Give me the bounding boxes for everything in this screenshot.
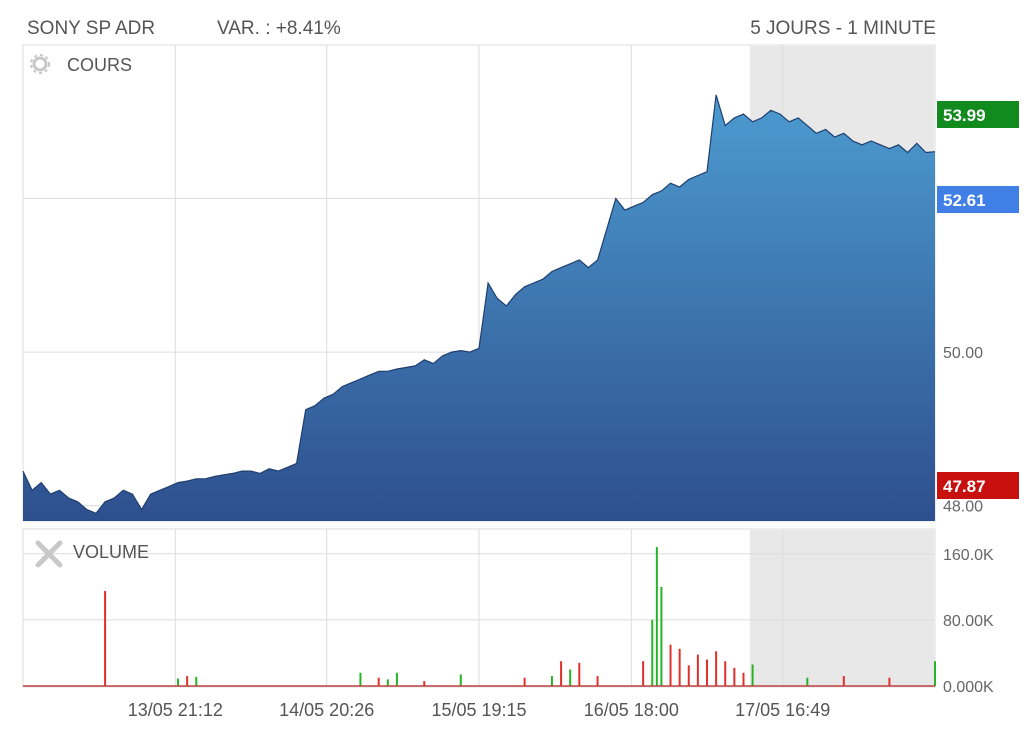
volume-y-tick-label: 80.00K: [943, 613, 994, 630]
low-badge: 47.87: [937, 472, 1019, 499]
x-tick-label: 14/05 20:26: [279, 700, 374, 720]
volume-panel-label: VOLUME: [73, 542, 149, 562]
last-badge: 52.61: [937, 186, 1019, 213]
price-area-series: [23, 94, 935, 522]
session-shade: [749, 530, 934, 686]
volume-y-tick-label: 0.000K: [943, 679, 994, 696]
high-badge: 53.99: [937, 101, 1019, 128]
x-tick-label: 17/05 16:49: [735, 700, 830, 720]
high-badge-value: 53.99: [943, 106, 986, 125]
price-y-tick-label: 48.00: [943, 499, 983, 516]
low-badge-value: 47.87: [943, 477, 986, 496]
volume-panel[interactable]: VOLUME: [22, 528, 936, 688]
price-line-series: [22, 94, 936, 515]
settings-icon[interactable]: [30, 54, 50, 74]
price-y-tick-label: 50.00: [943, 345, 983, 362]
last-badge-value: 52.61: [943, 191, 986, 210]
variation-label: VAR. : +8.41%: [217, 18, 341, 39]
price-panel-label: COURS: [67, 55, 132, 75]
volume-y-tick-label: 160.0K: [943, 547, 994, 564]
x-tick-label: 13/05 21:12: [128, 700, 223, 720]
price-panel[interactable]: COURS: [22, 44, 936, 522]
symbol-name: SONY SP ADR: [27, 18, 156, 39]
x-tick-label: 16/05 18:00: [584, 700, 679, 720]
close-icon[interactable]: [35, 540, 63, 568]
period-selector[interactable]: 5 JOURS - 1 MINUTE: [750, 18, 936, 39]
x-tick-label: 15/05 19:15: [431, 700, 526, 720]
